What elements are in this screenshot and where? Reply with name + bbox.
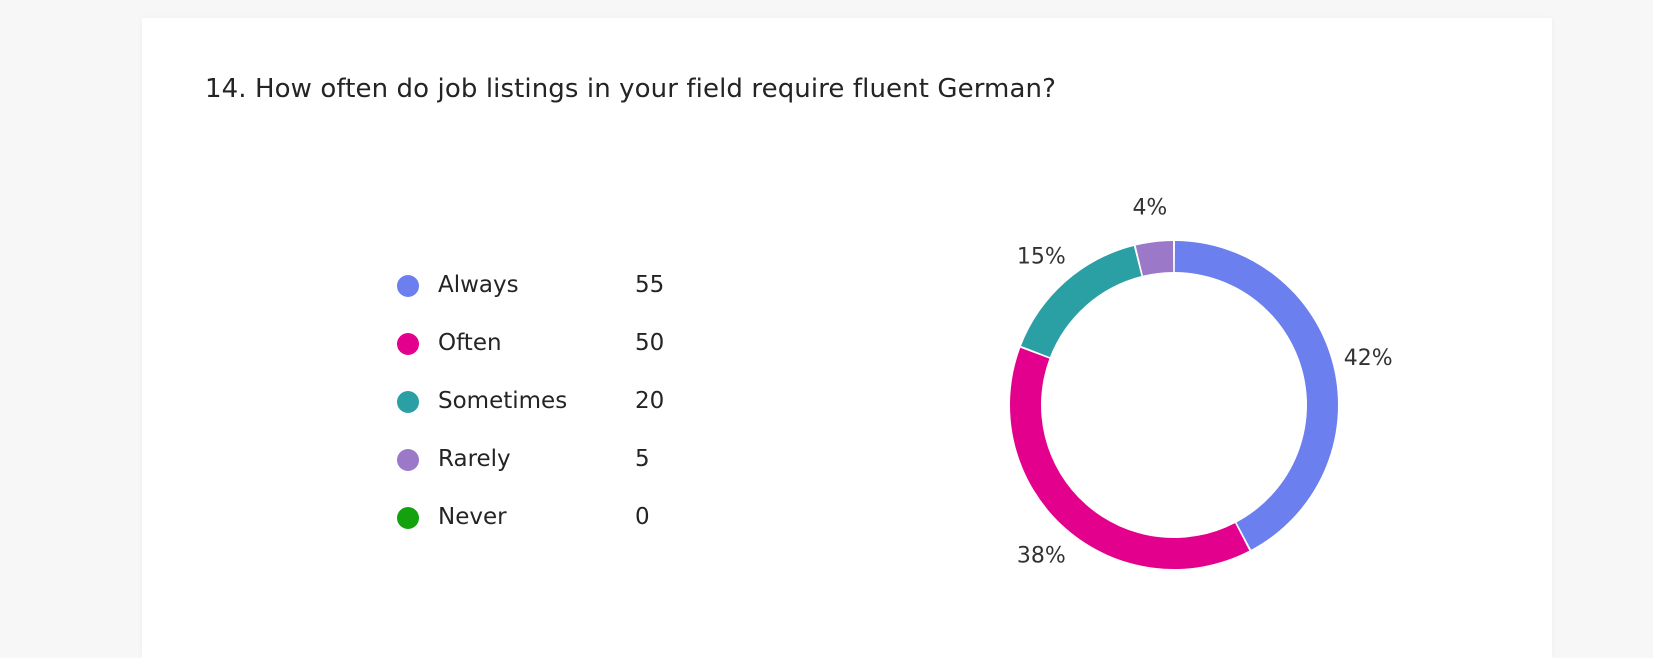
legend-swatch bbox=[397, 449, 419, 471]
legend-label: Always bbox=[438, 272, 519, 298]
legend-item-often: Often 50 bbox=[397, 326, 697, 384]
donut-slice-often[interactable] bbox=[1010, 347, 1250, 569]
slice-percent-label: 42% bbox=[1344, 346, 1393, 371]
legend-swatch bbox=[397, 507, 419, 529]
legend-label: Often bbox=[438, 330, 502, 356]
donut-slice-sometimes[interactable] bbox=[1021, 246, 1142, 358]
legend-count: 55 bbox=[635, 272, 665, 298]
legend-swatch bbox=[397, 333, 419, 355]
legend-item-always: Always 55 bbox=[397, 268, 697, 326]
donut-slice-rarely[interactable] bbox=[1135, 241, 1174, 276]
legend-count: 5 bbox=[635, 446, 650, 472]
legend-swatch bbox=[397, 391, 419, 413]
donut-chart: 42% 38% 15% 4% bbox=[1010, 195, 1393, 569]
legend-count: 0 bbox=[635, 504, 650, 530]
legend-label: Never bbox=[438, 504, 507, 530]
legend-item-never: Never 0 bbox=[397, 500, 697, 558]
slice-percent-label: 38% bbox=[1017, 544, 1066, 569]
legend-count: 50 bbox=[635, 330, 665, 356]
legend-item-rarely: Rarely 5 bbox=[397, 442, 697, 500]
question-title: 14. How often do job listings in your fi… bbox=[205, 74, 1056, 104]
legend-swatch bbox=[397, 275, 419, 297]
legend-label: Rarely bbox=[438, 446, 511, 472]
legend-item-sometimes: Sometimes 20 bbox=[397, 384, 697, 442]
donut-slice-always[interactable] bbox=[1174, 241, 1338, 550]
slice-percent-label: 4% bbox=[1132, 195, 1167, 220]
chart-legend: Always 55 Often 50 Sometimes 20 Rarely 5 Never 0 bbox=[397, 268, 697, 558]
legend-count: 20 bbox=[635, 388, 665, 414]
slice-percent-label: 15% bbox=[1017, 244, 1066, 269]
legend-label: Sometimes bbox=[438, 388, 568, 414]
